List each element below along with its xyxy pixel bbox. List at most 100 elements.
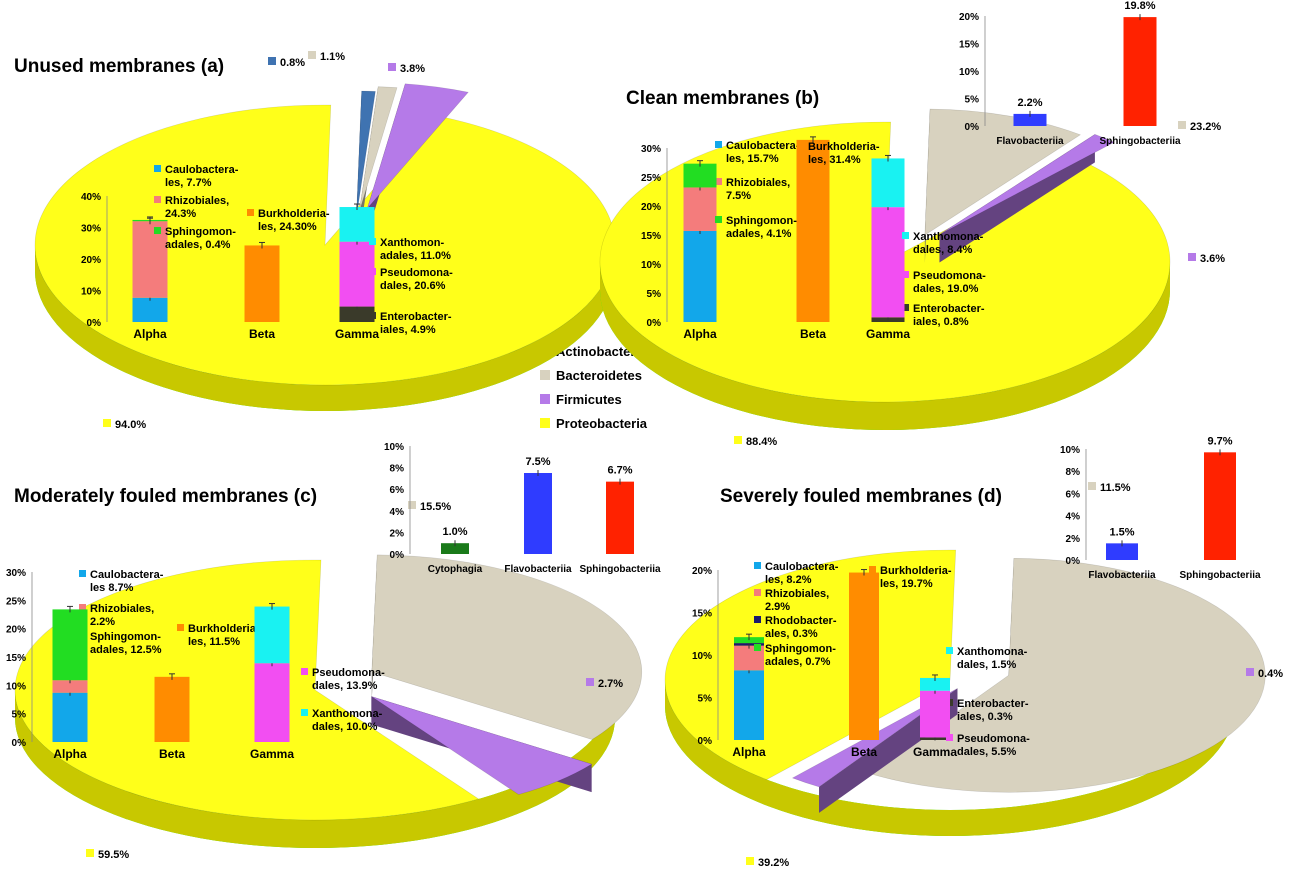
slice-label-bacteroidetes: 1.1% (320, 51, 345, 63)
y-tick-label: 6% (390, 485, 405, 496)
series-swatch (154, 165, 161, 172)
chart-title: Unused membranes (a) (14, 56, 224, 77)
category-label: Beta (800, 327, 826, 341)
slice-label-firmicutes: 0.4% (1258, 668, 1283, 680)
series-label-caulobacterales: Caulobactera-les, 8.2% (765, 561, 839, 586)
value-label: 1.5% (1109, 526, 1134, 538)
y-tick-label: 10% (641, 260, 661, 271)
y-tick-label: 20% (692, 566, 712, 577)
series-label-pseudomonadales: Pseudomona-dales, 19.0% (913, 270, 986, 295)
series-swatch (754, 589, 761, 596)
legend-label: Firmicutes (556, 392, 622, 407)
y-tick-label: 0% (12, 738, 27, 749)
value-label: 1.0% (442, 526, 467, 538)
pct-swatch (268, 57, 276, 65)
slice-label-proteobacteria: 88.4% (746, 436, 777, 448)
slice-firmicutes (371, 696, 593, 795)
chart-title: Moderately fouled membranes (c) (14, 486, 317, 507)
series-swatch (154, 196, 161, 203)
series-swatch (797, 142, 804, 149)
y-tick-label: 10% (384, 442, 404, 453)
y-tick-label: 0% (965, 122, 980, 133)
bar-rhizobiales-alpha (132, 221, 168, 298)
value-label: 19.8% (1124, 0, 1155, 12)
pct-swatch (586, 678, 594, 686)
y-tick-label: 30% (6, 568, 26, 579)
bar-burkholderiales-beta (244, 245, 280, 322)
y-tick-label: 25% (6, 596, 26, 607)
series-label-rhizobiales: Rhizobiales, 2.2% (90, 603, 154, 628)
value-label: 9.7% (1207, 435, 1232, 447)
legend-label: Actinobacteria (556, 344, 647, 359)
y-tick-label: 15% (641, 231, 661, 242)
series-swatch (79, 604, 86, 611)
bar-burkholderiales-beta (796, 139, 830, 322)
series-swatch (754, 616, 761, 623)
bar-pseudomonadales-gamma (339, 241, 375, 307)
slice-bacteroidetes (869, 557, 1266, 793)
series-swatch (79, 570, 86, 577)
series-swatch (301, 709, 308, 716)
chart-d: Severely fouled membranes (d) 11.5% 0.4% 39… (664, 435, 1283, 869)
series-swatch (247, 209, 254, 216)
slice-firmicutes (367, 83, 469, 209)
category-label: Alpha (732, 745, 766, 759)
category-label: Flavobacteriia (504, 564, 572, 575)
bar-flavobacteriia (1013, 113, 1047, 126)
y-tick-label: 4% (390, 507, 405, 518)
bar-caulobacterales-alpha (132, 297, 168, 322)
y-tick-label: 2% (1066, 534, 1081, 545)
y-tick-label: 2% (390, 528, 405, 539)
y-tick-label: 25% (641, 173, 661, 184)
bar-pseudomonadales-gamma (254, 663, 290, 742)
pct-swatch (1246, 668, 1254, 676)
y-tick-label: 10% (692, 651, 712, 662)
slice-firmicutes (939, 133, 1115, 235)
chart-c: Moderately fouled membranes (c) 15.5% 2.7%… (6, 442, 661, 861)
bar-rhizobiales-alpha (52, 680, 88, 693)
y-tick-label: 15% (692, 609, 712, 620)
series-swatch (79, 632, 86, 639)
series-label-xanthomonadales: Xanthomona-dales, 8.4% (913, 231, 984, 256)
bar-caulobacterales-alpha (52, 692, 88, 742)
series-label-sphingomonadales: Sphingomon-adales, 12.5% (90, 631, 162, 656)
bar-rhizobiales-alpha (683, 187, 717, 231)
pct-swatch (734, 436, 742, 444)
bar-sphingobacteriia (1204, 452, 1236, 560)
series-label-rhizobiales: Rhizobiales, 2.9% (765, 588, 829, 613)
series-swatch (301, 668, 308, 675)
category-label: Gamma (866, 327, 910, 341)
y-tick-label: 5% (698, 694, 713, 705)
chart-title: Severely fouled membranes (d) (720, 486, 1002, 507)
legend-swatch (540, 418, 550, 428)
series-swatch (902, 304, 909, 311)
y-tick-label: 40% (81, 192, 101, 203)
pct-swatch (308, 51, 316, 59)
category-label: Sphingobacteriia (1099, 136, 1181, 147)
y-tick-label: 20% (641, 202, 661, 213)
bar-xanthomonadales-gamma (254, 606, 290, 664)
series-swatch (902, 232, 909, 239)
category-label: Gamma (335, 327, 379, 341)
series-label-burkholderiales: Burkholderia-les, 19.7% (880, 565, 952, 590)
legend: Actinobacteria Bacteroidetes Firmicutes Pro… (540, 344, 648, 431)
bar-caulobacterales-alpha (734, 670, 764, 740)
series-swatch (754, 562, 761, 569)
category-label: Sphingobacteriia (1179, 570, 1261, 581)
series-label-rhodobacterales: Rhodobacter-ales, 0.3% (765, 615, 837, 640)
slice-label-firmicutes: 3.6% (1200, 253, 1225, 265)
bar-flavobacteriia (1106, 543, 1138, 560)
y-tick-label: 0% (87, 318, 102, 329)
bar-xanthomonadales-gamma (871, 158, 905, 208)
bar-xanthomonadales-gamma (339, 207, 375, 242)
chart-b: Clean membranes (b) 23.2% 3.6% 88.4% 0% 5% 10%… (599, 0, 1225, 448)
series-label-rhizobiales: Rhizobiales, 24.3% (165, 195, 229, 220)
bar-burkholderiales-beta (849, 572, 879, 740)
category-label: Beta (159, 747, 185, 761)
series-label-enterobacteriales: Enterobacter-iales, 0.8% (913, 303, 985, 328)
pct-swatch (1188, 253, 1196, 261)
series-label-pseudomonadales: Pseudomona-dales, 13.9% (312, 667, 385, 692)
bar-enterobacteriales-gamma (339, 306, 375, 322)
y-tick-label: 4% (1066, 512, 1081, 523)
y-tick-label: 30% (81, 224, 101, 235)
